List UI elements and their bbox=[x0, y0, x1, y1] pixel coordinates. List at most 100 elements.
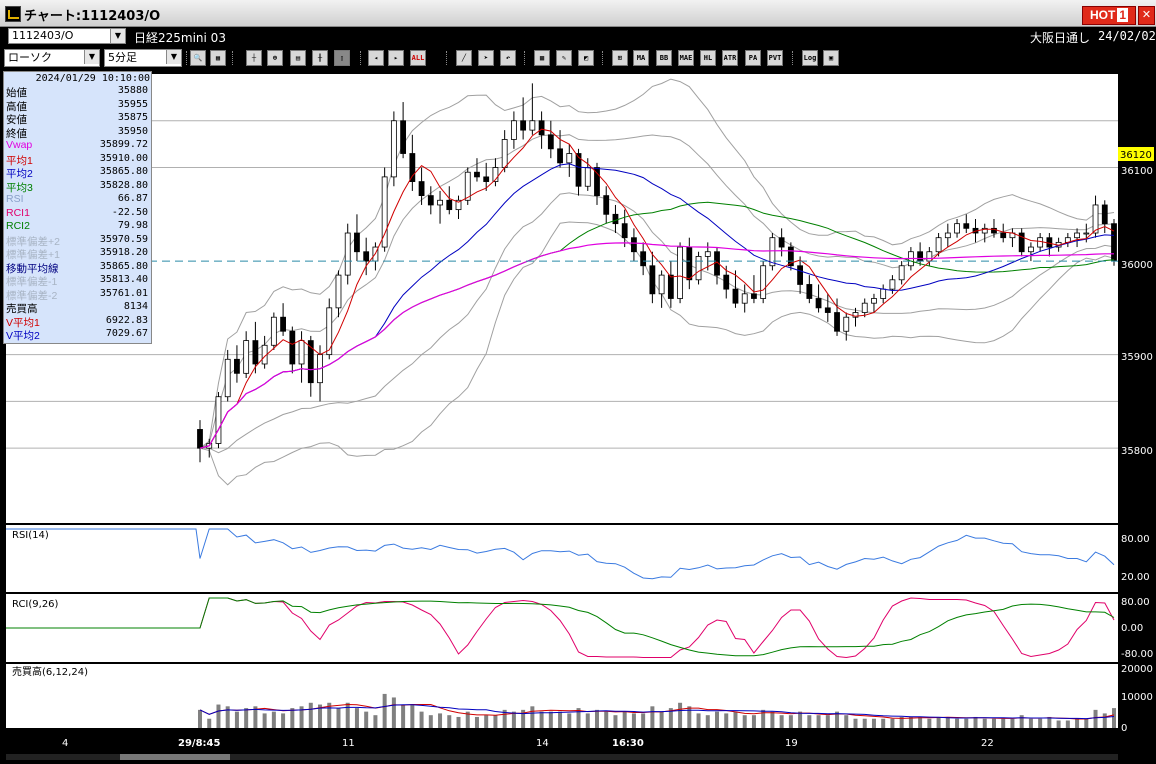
candle-body bbox=[667, 274, 674, 299]
volume-bar bbox=[327, 702, 332, 728]
indicator-bb-icon[interactable]: BB bbox=[656, 50, 672, 66]
data-window-value: -22.50 bbox=[111, 206, 148, 218]
price-gridlines bbox=[6, 120, 1118, 449]
candle-right-icon[interactable]: ▸ bbox=[388, 50, 404, 66]
symbol-select[interactable]: 1112403/O ▼ bbox=[8, 28, 126, 44]
settings-icon[interactable]: ✎ bbox=[556, 50, 572, 66]
indicator-pvt-icon[interactable]: PVT bbox=[767, 50, 783, 66]
volume-bar bbox=[770, 711, 775, 728]
ma-label: MA bbox=[636, 54, 646, 62]
volume-bar bbox=[474, 716, 479, 728]
bollinger-band-line bbox=[199, 221, 1115, 486]
cursor-icon[interactable]: ➤ bbox=[478, 50, 494, 66]
candle-body bbox=[612, 213, 619, 225]
log-scale-icon[interactable]: Log bbox=[802, 50, 818, 66]
x-axis-label: 22 bbox=[981, 738, 994, 749]
candle-body bbox=[418, 181, 425, 197]
candle-body bbox=[741, 293, 748, 304]
volume-bar bbox=[742, 715, 747, 728]
rsi-panel-bg bbox=[6, 525, 1118, 592]
rci-panel-title: RCI(9,26) bbox=[12, 599, 59, 610]
candle-body bbox=[898, 265, 905, 281]
symbol-bar: 1112403/O ▼ 日経225mini 03 大阪日通し 24/02/02 bbox=[0, 27, 1156, 45]
crosshair-icon[interactable]: ⊕ bbox=[267, 50, 283, 66]
pattern-icon[interactable]: ▩ bbox=[534, 50, 550, 66]
volume-bar bbox=[788, 715, 793, 728]
volume-bar bbox=[539, 711, 544, 728]
grid-icon[interactable]: ▦ bbox=[210, 50, 226, 66]
volume-bar bbox=[594, 709, 599, 728]
log-label: Log bbox=[803, 54, 817, 62]
x-axis-label: 4 bbox=[62, 738, 68, 749]
indicator-ma-icon[interactable]: MA bbox=[633, 50, 649, 66]
volume-bar bbox=[1047, 716, 1052, 728]
indicator-atr-icon[interactable]: ATR bbox=[722, 50, 738, 66]
hl-label: HL bbox=[703, 54, 713, 62]
price-axis-label: 35800 bbox=[1121, 446, 1153, 457]
data-window-label: 標準偏差+1 bbox=[6, 249, 60, 261]
volume-bar bbox=[364, 711, 369, 728]
mae-label: MAE bbox=[679, 54, 693, 62]
x-axis-label: 11 bbox=[342, 738, 355, 749]
horizontal-scrollbar[interactable] bbox=[6, 754, 1118, 760]
chart-svg[interactable]: 36100 35900 35800 36120 36000 RSI(14) 80… bbox=[0, 72, 1156, 760]
color-icon[interactable]: ◩ bbox=[578, 50, 594, 66]
indicator-hl-icon[interactable]: HL bbox=[700, 50, 716, 66]
symbol-name: 日経225mini 03 bbox=[134, 31, 226, 45]
volume-bar bbox=[964, 718, 969, 728]
trendline-icon[interactable]: ╱ bbox=[456, 50, 472, 66]
data-window-row: 平均1 35910.00 bbox=[6, 153, 150, 167]
chart-area[interactable]: 36100 35900 35800 36120 36000 RSI(14) 80… bbox=[0, 72, 1156, 760]
window-icon[interactable]: ▣ bbox=[823, 50, 839, 66]
volume-bar bbox=[1102, 713, 1107, 728]
volume-bar bbox=[982, 718, 987, 728]
data-window-row: 標準偏差-2 35761.01 bbox=[6, 287, 150, 302]
chevron-down-icon[interactable]: ▼ bbox=[84, 50, 99, 64]
chevron-down-icon[interactable]: ▼ bbox=[166, 50, 181, 64]
chart-window-icon[interactable]: ▤ bbox=[290, 50, 306, 66]
candle-body bbox=[769, 237, 776, 267]
volume-bar bbox=[604, 711, 609, 728]
volume-ma2-line bbox=[199, 704, 1115, 720]
interval-value: 5分足 bbox=[108, 51, 137, 64]
volume-bar bbox=[1028, 718, 1033, 728]
interval-select[interactable]: 5分足 ▼ bbox=[104, 49, 182, 67]
indicator-pa-icon[interactable]: PA bbox=[745, 50, 761, 66]
hot-button[interactable]: HOT 1 bbox=[1082, 6, 1136, 25]
data-window-label: V平均2 bbox=[6, 330, 40, 342]
volume-bar bbox=[807, 715, 812, 728]
chevron-down-icon[interactable]: ▼ bbox=[110, 29, 125, 43]
candle-body bbox=[400, 120, 407, 154]
candle-body bbox=[390, 120, 397, 178]
close-icon[interactable]: ✕ bbox=[1138, 6, 1155, 25]
x-axis-label: 14 bbox=[536, 738, 549, 749]
volume-bar bbox=[271, 711, 276, 728]
chart-type-select[interactable]: ローソク ▼ bbox=[4, 49, 100, 67]
data-window-value: 6922.83 bbox=[105, 314, 148, 326]
toolbar-separator bbox=[360, 51, 363, 65]
bar-chart-icon[interactable]: ╫ bbox=[312, 50, 328, 66]
data-window-value: 35761.01 bbox=[99, 287, 148, 299]
indicator-table-icon[interactable]: ⊞ bbox=[612, 50, 628, 66]
candle-body bbox=[686, 246, 693, 281]
volume-bar bbox=[1112, 708, 1116, 728]
indicator-mae-icon[interactable]: MAE bbox=[678, 50, 694, 66]
data-window-row: 移動平均線 35865.80 bbox=[6, 261, 150, 275]
atr-label: ATR bbox=[723, 54, 737, 62]
undo-icon[interactable]: ↶ bbox=[500, 50, 516, 66]
candle-body bbox=[944, 232, 951, 239]
data-window-label: 標準偏差+2 bbox=[6, 235, 60, 248]
volume-panel-title: 売買高(6,12,24) bbox=[12, 665, 88, 678]
candle-body bbox=[787, 246, 794, 267]
volume-bar bbox=[419, 711, 424, 728]
volume-bar bbox=[955, 718, 960, 728]
show-all-button[interactable]: ALL bbox=[410, 50, 426, 66]
candle-color-icon[interactable]: ┼ bbox=[246, 50, 262, 66]
scrollbar-thumb[interactable] bbox=[120, 754, 230, 760]
zoom-icon[interactable]: 🔍 bbox=[190, 50, 206, 66]
disabled-icon[interactable]: ▯ bbox=[334, 50, 350, 66]
candle-left-icon[interactable]: ◂ bbox=[368, 50, 384, 66]
volume-bar bbox=[613, 715, 618, 728]
volume-bar bbox=[1038, 718, 1043, 728]
data-window-label: 平均2 bbox=[6, 168, 33, 180]
